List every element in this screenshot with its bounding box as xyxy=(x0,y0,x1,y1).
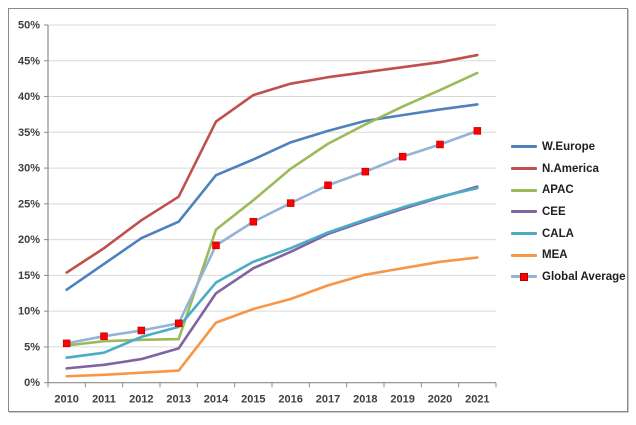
legend-label: W.Europe xyxy=(542,140,596,153)
series-line-mea xyxy=(65,256,479,378)
global-average-marker xyxy=(473,127,482,135)
legend-item-mea: MEA xyxy=(511,244,626,266)
y-axis-label: 25% xyxy=(18,198,40,210)
legend-label: APAC xyxy=(542,184,574,197)
y-axis-label: 50% xyxy=(18,20,40,32)
y-axis-label: 0% xyxy=(24,377,40,389)
y-axis-label: 10% xyxy=(18,306,40,318)
legend-label: CEE xyxy=(542,205,566,218)
global-average-marker xyxy=(62,339,71,348)
x-axis-label: 2013 xyxy=(166,394,190,406)
y-axis-label: 5% xyxy=(24,341,40,353)
legend-item-cala: CALA xyxy=(511,223,626,245)
legend-marker-square xyxy=(520,272,528,281)
global-average-marker xyxy=(174,319,183,328)
legend-line-swatch xyxy=(511,145,537,149)
legend-item-global-average: Global Average xyxy=(511,266,626,288)
y-axis-label: 30% xyxy=(18,163,40,175)
global-average-marker xyxy=(324,181,332,189)
x-axis-label: 2010 xyxy=(54,394,78,406)
global-average-marker xyxy=(212,241,220,250)
legend-label: Global Average xyxy=(542,270,626,283)
x-axis-label: 2016 xyxy=(278,394,302,406)
x-axis-label: 2019 xyxy=(390,394,414,406)
x-axis-label: 2018 xyxy=(353,394,377,406)
chart-frame xyxy=(8,8,628,412)
x-axis-label: 2012 xyxy=(129,394,153,406)
y-axis-label: 20% xyxy=(18,234,40,246)
series-line-n-america xyxy=(65,53,479,274)
global-average-marker xyxy=(286,199,295,207)
legend-item-apac: APAC xyxy=(511,179,626,201)
legend-item-w-europe: W.Europe xyxy=(511,136,626,158)
series-line-cala xyxy=(65,186,479,359)
global-average-marker xyxy=(436,140,444,149)
global-average-marker xyxy=(398,152,407,161)
legend-label: N.America xyxy=(542,162,599,175)
legend-line-swatch xyxy=(511,272,537,281)
y-axis-label: 40% xyxy=(18,91,40,103)
x-axis-label: 2015 xyxy=(241,394,265,406)
y-axis-label: 15% xyxy=(18,270,40,282)
x-axis-label: 2014 xyxy=(204,394,229,406)
x-axis-label: 2017 xyxy=(316,394,340,406)
chart-legend: W.Europe N.America APAC CEE CALA MEA Glo… xyxy=(511,136,626,288)
x-axis-label: 2011 xyxy=(92,394,116,406)
series-line-global-average xyxy=(65,129,479,345)
legend-line-swatch xyxy=(511,167,537,171)
global-average-marker xyxy=(137,326,146,335)
legend-label: CALA xyxy=(542,227,574,240)
y-axis-label: 35% xyxy=(18,127,40,139)
global-average-marker xyxy=(361,167,370,176)
legend-item-n-america: N.America xyxy=(511,158,626,180)
legend-item-cee: CEE xyxy=(511,201,626,223)
y-axis-label: 45% xyxy=(18,55,40,67)
x-axis-label: 2020 xyxy=(428,394,452,406)
legend-line-swatch xyxy=(511,210,537,214)
legend-line-swatch xyxy=(511,253,537,257)
series-line-w-europe xyxy=(65,103,479,291)
legend-line-swatch xyxy=(511,232,537,236)
x-axis-label: 2021 xyxy=(465,394,489,406)
global-average-marker xyxy=(100,332,108,340)
legend-line-swatch xyxy=(511,188,537,192)
legend-label: MEA xyxy=(542,249,568,262)
global-average-marker xyxy=(249,217,258,226)
